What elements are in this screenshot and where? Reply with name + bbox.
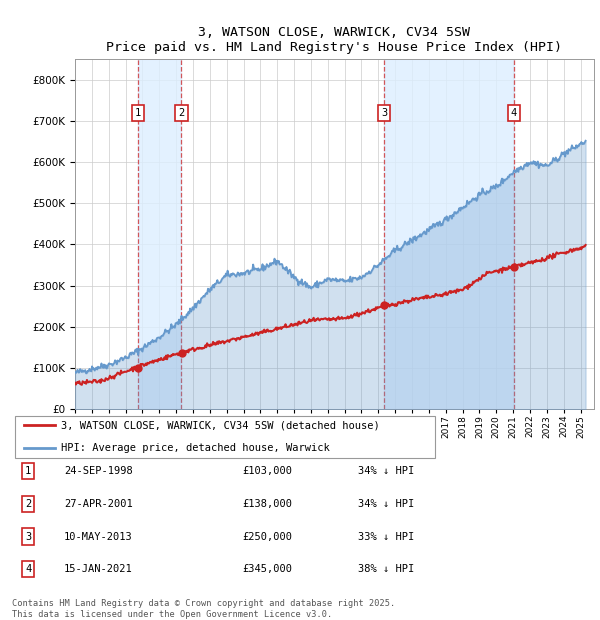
Text: 4: 4 — [25, 564, 31, 574]
Text: 33% ↓ HPI: 33% ↓ HPI — [358, 531, 414, 541]
Text: 1: 1 — [135, 108, 141, 118]
Bar — [385, 59, 514, 409]
Text: 38% ↓ HPI: 38% ↓ HPI — [358, 564, 414, 574]
Text: HPI: Average price, detached house, Warwick: HPI: Average price, detached house, Warw… — [61, 443, 330, 453]
Text: 15-JAN-2021: 15-JAN-2021 — [64, 564, 133, 574]
Text: £138,000: £138,000 — [242, 499, 292, 509]
Text: 3: 3 — [381, 108, 388, 118]
Text: £250,000: £250,000 — [242, 531, 292, 541]
Title: 3, WATSON CLOSE, WARWICK, CV34 5SW
Price paid vs. HM Land Registry's House Price: 3, WATSON CLOSE, WARWICK, CV34 5SW Price… — [107, 25, 563, 53]
Text: Contains HM Land Registry data © Crown copyright and database right 2025.
This d: Contains HM Land Registry data © Crown c… — [12, 600, 395, 619]
Text: 2: 2 — [25, 499, 31, 509]
Text: 2: 2 — [178, 108, 185, 118]
Text: £103,000: £103,000 — [242, 466, 292, 476]
Text: 3, WATSON CLOSE, WARWICK, CV34 5SW (detached house): 3, WATSON CLOSE, WARWICK, CV34 5SW (deta… — [61, 420, 380, 430]
Text: £345,000: £345,000 — [242, 564, 292, 574]
Text: 4: 4 — [511, 108, 517, 118]
Text: 24-SEP-1998: 24-SEP-1998 — [64, 466, 133, 476]
Text: 3: 3 — [25, 531, 31, 541]
Text: 27-APR-2001: 27-APR-2001 — [64, 499, 133, 509]
FancyBboxPatch shape — [15, 416, 436, 458]
Text: 10-MAY-2013: 10-MAY-2013 — [64, 531, 133, 541]
Text: 34% ↓ HPI: 34% ↓ HPI — [358, 499, 414, 509]
Text: 34% ↓ HPI: 34% ↓ HPI — [358, 466, 414, 476]
Bar — [138, 59, 181, 409]
Text: 1: 1 — [25, 466, 31, 476]
